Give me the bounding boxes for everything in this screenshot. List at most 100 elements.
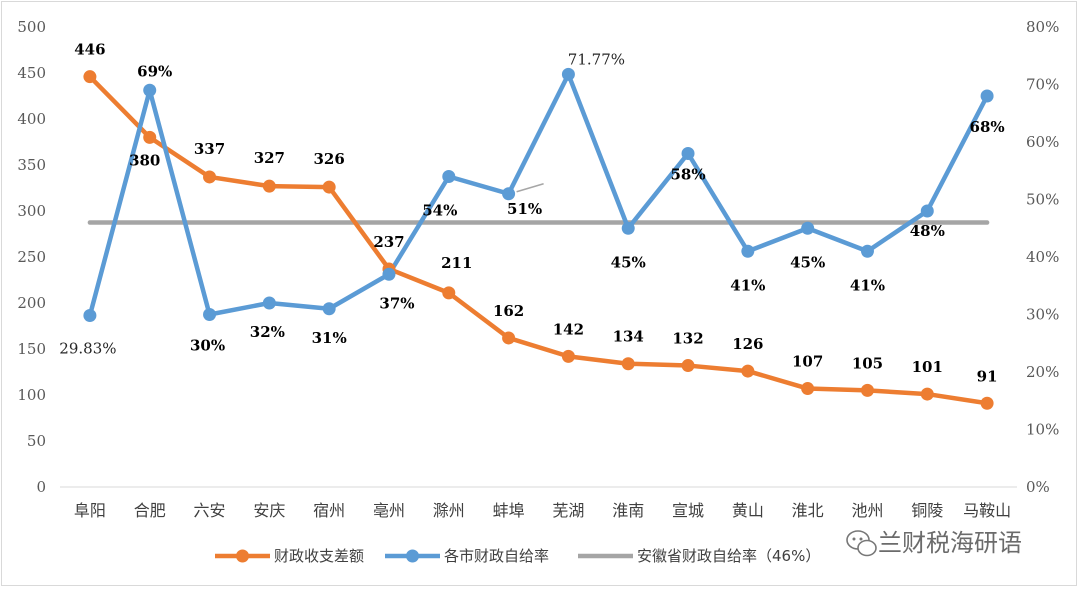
ratio-point <box>83 308 97 322</box>
ratio-data-label: 58% <box>670 166 705 184</box>
balance-point <box>203 170 217 184</box>
balance-point <box>143 130 157 144</box>
balance-point <box>860 383 874 397</box>
ratio-data-label: 68% <box>970 118 1005 136</box>
balance-data-label: 105 <box>852 354 883 372</box>
y-right-tick-label: 10% <box>1026 421 1059 439</box>
wechat-icon <box>846 530 877 557</box>
balance-point <box>621 357 635 371</box>
data-labels: 446 380 337 327 326 237 211 162 142 134 132 126 107 1… <box>59 41 1004 386</box>
x-tick-label: 淮南 <box>612 501 644 520</box>
y-right-tick-label: 20% <box>1026 363 1059 381</box>
y-right-tick-label: 60% <box>1026 133 1059 151</box>
ratio-point <box>561 67 575 81</box>
balance-data-label: 237 <box>373 233 404 251</box>
ratio-point <box>681 147 695 160</box>
legend-swatch-marker <box>236 549 249 563</box>
legend-swatch-marker <box>406 549 419 563</box>
y-left-tick-label: 150 <box>17 340 46 358</box>
balance-data-label: 134 <box>613 328 644 346</box>
ratio-data-label: 37% <box>379 294 414 312</box>
y-left-tick-label: 50 <box>27 432 46 450</box>
ratio-data-label: 30% <box>190 337 225 355</box>
series-lines <box>87 72 990 406</box>
y-left-tick-label: 350 <box>17 156 46 174</box>
y-left-tick-label: 200 <box>17 294 46 312</box>
x-tick-label: 合肥 <box>134 501 166 520</box>
ratio-point <box>980 89 994 103</box>
ratio-point <box>920 204 934 218</box>
legend-label: 各市财政自给率 <box>444 547 549 565</box>
y-left-tick-label: 0 <box>36 478 46 496</box>
x-tick-label: 马鞍山 <box>963 501 1011 520</box>
y-left-tick-label: 300 <box>17 202 46 220</box>
balance-data-label: 380 <box>129 151 160 169</box>
x-tick-label: 阜阳 <box>74 501 106 520</box>
legend: 财政收支差额 各市财政自给率 安徽省财政自给率（46%） <box>215 547 820 565</box>
balance-data-label: 142 <box>553 320 584 338</box>
balance-point <box>322 180 336 194</box>
balance-point <box>442 286 456 300</box>
ratio-data-label: 54% <box>422 202 457 220</box>
y-right-tick-label: 40% <box>1026 248 1059 266</box>
ratio-point <box>621 221 635 235</box>
legend-item-self-sufficiency: 各市财政自给率 <box>385 547 549 565</box>
balance-point <box>980 396 994 410</box>
balance-data-label: 91 <box>977 367 998 385</box>
x-tick-label: 淮北 <box>792 501 824 520</box>
balance-point <box>561 349 575 363</box>
ratio-data-label: 32% <box>250 323 285 341</box>
ratio-point <box>860 244 874 258</box>
watermark: 兰财税海研语 <box>846 529 1022 557</box>
axes: 0 50 100 150 200 250 300 350 400 450 500 0% 10% 20% 30… <box>17 18 1059 520</box>
balance-data-label: 107 <box>792 353 823 371</box>
balance-data-label: 162 <box>493 302 524 320</box>
ratio-data-label: 69% <box>137 62 172 80</box>
y-right-tick-label: 30% <box>1026 306 1059 324</box>
x-tick-label: 滁州 <box>433 501 465 520</box>
balance-point <box>681 359 695 373</box>
ratio-point <box>143 83 157 97</box>
x-tick-label: 宿州 <box>313 501 345 520</box>
balance-data-label: 327 <box>254 149 285 167</box>
balance-point <box>920 387 934 401</box>
balance-data-label: 446 <box>74 41 105 59</box>
legend-item-balance: 财政收支差额 <box>215 547 364 565</box>
y-left-tick-label: 450 <box>17 64 46 82</box>
balance-data-label: 132 <box>672 330 703 348</box>
balance-data-label: 211 <box>441 254 472 272</box>
legend-label: 财政收支差额 <box>274 547 364 565</box>
ratio-point <box>322 302 336 316</box>
ratio-point <box>741 244 755 258</box>
series-line-balance <box>87 74 990 406</box>
y-right-tick-label: 70% <box>1026 76 1059 94</box>
ratio-data-label: 45% <box>611 253 646 271</box>
ratio-point <box>801 221 815 235</box>
y-left-tick-label: 500 <box>17 18 46 36</box>
ratio-data-label: 29.83% <box>59 339 116 357</box>
series-line-self-sufficiency <box>87 72 990 318</box>
balance-data-label: 326 <box>314 150 345 168</box>
balance-data-label: 126 <box>732 335 763 353</box>
y-right-tick-label: 80% <box>1026 18 1059 36</box>
x-tick-label: 蚌埠 <box>493 501 525 520</box>
x-tick-label: 安庆 <box>253 501 285 520</box>
legend-label: 安徽省财政自给率（46%） <box>637 547 820 565</box>
ratio-data-label: 71.77% <box>568 50 625 68</box>
x-tick-label: 宣城 <box>672 501 704 520</box>
balance-point <box>801 382 815 396</box>
legend-item-province-ratio: 安徽省财政自给率（46%） <box>578 547 820 565</box>
watermark-text: 兰财税海研语 <box>878 529 1022 557</box>
balance-point <box>741 364 755 378</box>
x-tick-label: 亳州 <box>373 501 405 520</box>
balance-data-label: 101 <box>912 358 943 376</box>
ratio-point <box>442 170 456 183</box>
y-left-tick-label: 100 <box>17 386 46 404</box>
x-tick-label: 池州 <box>851 501 883 520</box>
ratio-data-label: 51% <box>507 200 542 218</box>
x-tick-label: 六安 <box>194 501 226 520</box>
ratio-data-label: 41% <box>730 276 765 294</box>
ratio-point <box>203 308 217 321</box>
ratio-point <box>382 267 396 281</box>
